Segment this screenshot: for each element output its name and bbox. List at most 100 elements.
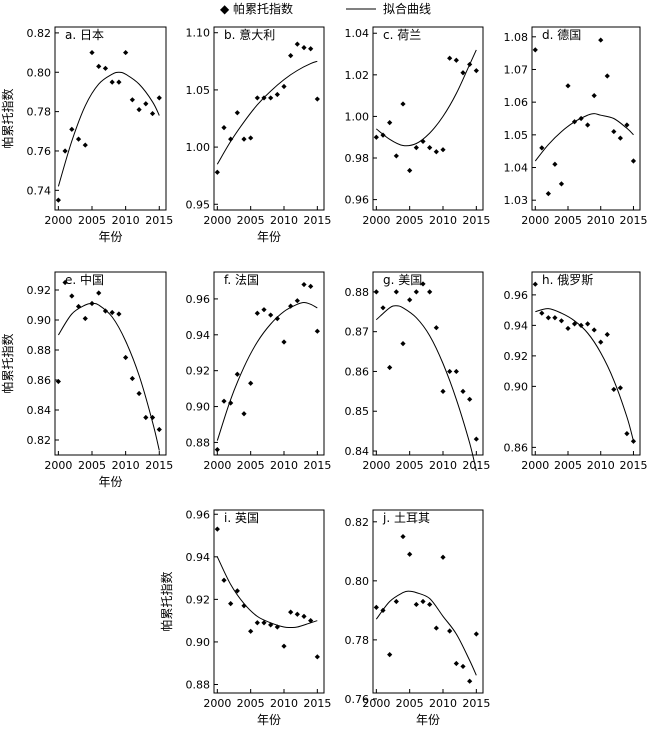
- y-tick-label: 0.96: [345, 194, 370, 207]
- data-point: [116, 79, 122, 85]
- y-tick-label: 0.87: [345, 326, 370, 339]
- y-tick-label: 0.96: [186, 508, 211, 521]
- x-tick-label: 2005: [78, 214, 106, 227]
- data-point: [143, 414, 149, 421]
- data-point: [102, 65, 109, 71]
- x-tick-label: 2015: [303, 697, 331, 710]
- data-point: [467, 61, 473, 68]
- y-tick-label: 0.94: [504, 319, 529, 332]
- data-point: [248, 380, 254, 386]
- x-tick-label: 2005: [78, 459, 106, 472]
- data-point: [281, 83, 287, 90]
- data-point: [427, 601, 433, 608]
- y-axis-title: 帕累托指数: [0, 88, 15, 148]
- y-tick-label: 0.92: [186, 365, 211, 378]
- data-point: [413, 289, 419, 295]
- data-point: [427, 145, 433, 151]
- chart-panels: 2000 2005 2010 2015 0.74 0.76 0.78 0.80 0.82 a. 日…: [0, 26, 647, 727]
- data-point: [261, 620, 267, 626]
- x-axis-title: 年份: [257, 713, 281, 727]
- data-point: [440, 147, 446, 153]
- panel-title: a. 日本: [65, 28, 104, 42]
- x-tick-label: 2000: [521, 459, 549, 472]
- y-tick-label: 0.96: [504, 289, 529, 302]
- data-point: [96, 290, 102, 296]
- data-point: [268, 622, 274, 628]
- x-tick-label: 2010: [587, 214, 615, 227]
- x-tick-label: 2005: [396, 214, 424, 227]
- legend: ◆ 帕累托指数 拟合曲线: [220, 1, 431, 16]
- x-tick-label: 2015: [619, 459, 647, 472]
- data-point: [228, 601, 234, 607]
- data-point: [62, 279, 68, 286]
- y-tick-label: 1.10: [186, 27, 211, 40]
- data-point: [373, 289, 379, 295]
- panel-title: e. 中国: [65, 272, 104, 287]
- data-point: [75, 136, 82, 142]
- data-point: [624, 431, 630, 437]
- y-tick-label: 1.03: [504, 194, 529, 207]
- data-point: [571, 321, 578, 327]
- data-point: [624, 122, 630, 128]
- x-tick-label: 2000: [521, 214, 549, 227]
- panel-6: 2000 2005 2010 2015 0.84 0.85 0.86 0.87 0.88 g. 美…: [345, 271, 490, 472]
- data-point: [268, 95, 274, 101]
- x-tick-label: 2000: [203, 214, 231, 227]
- x-tick-label: 2015: [462, 214, 490, 227]
- data-point: [617, 385, 623, 391]
- x-tick-label: 2000: [44, 459, 72, 472]
- data-point: [274, 91, 280, 98]
- data-point: [228, 136, 234, 142]
- x-tick-label: 2015: [145, 214, 173, 227]
- x-tick-label: 2005: [554, 459, 582, 472]
- panel-5: 2000 2005 2010 2015 0.88 0.90 0.92 0.94 0.96 f. 法…: [186, 271, 331, 472]
- y-tick-label: 0.94: [186, 329, 211, 342]
- data-point: [433, 325, 439, 331]
- y-tick-label: 0.88: [186, 436, 211, 449]
- data-point: [241, 136, 247, 142]
- data-point: [129, 97, 135, 103]
- data-point: [274, 624, 280, 630]
- y-tick-label: 0.92: [504, 350, 529, 363]
- panel-frame: [54, 271, 167, 456]
- panel-frame: [372, 509, 484, 694]
- data-point: [473, 436, 479, 442]
- data-point: [433, 625, 439, 631]
- data-point: [539, 145, 545, 151]
- data-point: [55, 378, 61, 385]
- data-point: [62, 148, 68, 154]
- panel-3: 2000 2005 2010 2015 1.03 1.04 1.05 1.06 1.07 1.08…: [504, 26, 647, 227]
- x-tick-label: 2000: [362, 214, 390, 227]
- y-tick-label: 0.74: [27, 184, 52, 197]
- y-tick-label: 0.86: [345, 365, 370, 378]
- data-point: [149, 414, 156, 421]
- data-point: [156, 95, 162, 101]
- y-tick-label: 1.06: [504, 96, 529, 109]
- y-tick-label: 0.82: [27, 434, 52, 447]
- data-point: [373, 134, 379, 140]
- data-point: [420, 138, 426, 144]
- y-tick-label: 1.00: [186, 141, 211, 154]
- panel-8: 2000 2005 2010 2015 0.88 0.90 0.92 0.94 0.96 i. 英…: [159, 508, 331, 727]
- x-tick-label: 2000: [362, 697, 390, 710]
- data-point: [308, 46, 314, 52]
- data-point: [400, 101, 406, 107]
- data-point: [433, 149, 439, 155]
- data-point: [440, 388, 446, 394]
- panel-frame: [531, 271, 641, 456]
- data-point: [585, 122, 591, 128]
- x-axis-title: 年份: [416, 713, 440, 727]
- data-point: [234, 588, 240, 594]
- x-tick-label: 2015: [145, 459, 173, 472]
- y-tick-label: 0.86: [504, 441, 529, 454]
- x-tick-label: 2000: [362, 459, 390, 472]
- data-point: [288, 609, 294, 615]
- x-tick-label: 2005: [396, 459, 424, 472]
- y-tick-label: 0.88: [345, 286, 370, 299]
- data-point: [387, 364, 393, 371]
- data-point: [604, 73, 610, 79]
- data-point: [116, 311, 122, 317]
- panel-title: c. 荷兰: [383, 28, 421, 42]
